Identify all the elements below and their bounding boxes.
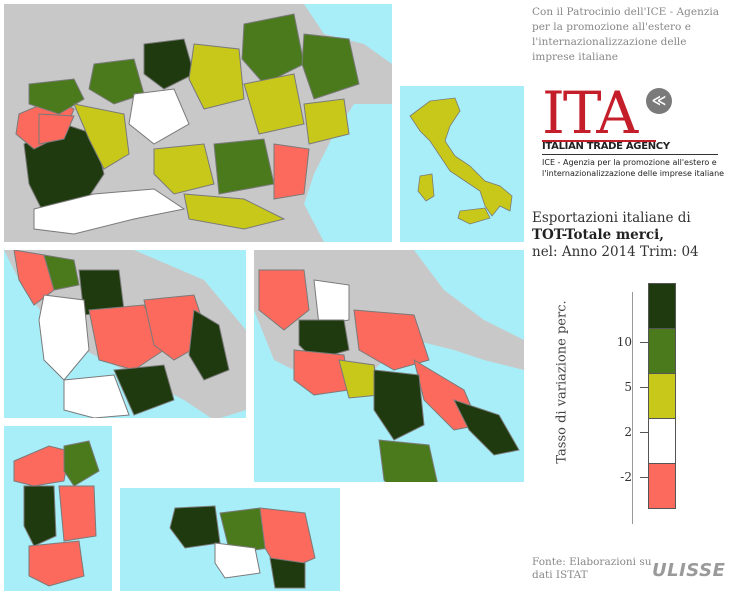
- ita-sub-line-1: ICE - Agenzia per la promozione all'este…: [542, 158, 717, 167]
- map-panel-north: [4, 4, 392, 242]
- region-sardinia-e: [58, 485, 97, 542]
- map-panel-centre: [4, 250, 246, 418]
- map-south: [254, 250, 524, 482]
- region-sicily-sw: [214, 542, 261, 579]
- region-friuli: [301, 33, 360, 100]
- italy-mainland: [409, 97, 513, 217]
- region-sardinia-s: [28, 540, 85, 587]
- map-sicily: [120, 488, 340, 591]
- legend-axis-line: [632, 292, 633, 524]
- credit-text: Con il Patrocinio dell'ICE - Agenzia per…: [532, 6, 719, 63]
- region-piemonte-c: [73, 103, 130, 170]
- title-line-2: TOT-Totale merci,: [532, 227, 664, 243]
- legend-ticks: 10 5 2 -2: [580, 283, 648, 543]
- ita-mark-icon: ≪: [646, 88, 672, 114]
- region-emilia-c: [213, 138, 275, 195]
- legend-tick-mark: [640, 342, 648, 343]
- map-panel-sicily: [120, 488, 340, 591]
- legend-class-3: [648, 419, 676, 464]
- legend-tick-label: 2: [624, 425, 632, 439]
- region-emilia-w: [153, 143, 215, 195]
- region-emilia-s: [183, 193, 286, 230]
- region-calabria-n: [378, 439, 438, 482]
- region-lombardia-n: [143, 38, 195, 90]
- region-sicily-w: [169, 505, 221, 549]
- region-lazio-c: [63, 374, 130, 418]
- legend-tick-label: -2: [620, 470, 632, 484]
- legend-tick-label: 10: [616, 335, 632, 349]
- ita-divider: [542, 154, 718, 155]
- region-basilicata: [373, 369, 425, 441]
- region-aosta: [38, 113, 75, 145]
- legend-axis-label-text: Tasso di variazione perc.: [554, 300, 570, 464]
- map-panel-italy: [400, 86, 524, 242]
- region-sardinia-ne: [63, 440, 100, 487]
- region-lombardia-w: [88, 58, 145, 105]
- region-sicily-se: [269, 557, 306, 589]
- region-lombardia-c: [128, 88, 190, 145]
- region-marche: [188, 309, 230, 381]
- title-line-1: Esportazioni italiane di: [532, 210, 691, 226]
- italy-sicily: [457, 207, 491, 225]
- region-liguria: [33, 188, 186, 235]
- legend-class-4: [648, 464, 676, 509]
- region-sardinia-w: [23, 485, 57, 547]
- region-abruzzo-n: [313, 279, 350, 326]
- map-italy-overview: [400, 86, 524, 242]
- source-text: Fonte: Elaborazioni su dati ISTAT: [532, 556, 652, 581]
- map-title: Esportazioni italiane di TOT-Totale merc…: [532, 210, 736, 261]
- legend-class-2: [648, 374, 676, 419]
- ulisse-logo: ULISSE: [652, 560, 726, 581]
- region-sardinia-n: [13, 445, 70, 487]
- map-north: [4, 4, 392, 242]
- ita-rule: [542, 140, 656, 142]
- region-veneto-c: [243, 73, 305, 135]
- map-centre: [4, 250, 246, 418]
- legend-class-0: [648, 283, 676, 329]
- legend-scale: [648, 283, 676, 509]
- map-panel-south: [254, 250, 524, 482]
- region-lazio-s: [258, 269, 310, 331]
- ita-sub-line-2: l'internazionalizzazione delle imprese i…: [542, 169, 725, 178]
- legend-tick-mark: [640, 432, 648, 433]
- region-puglia-s: [453, 399, 520, 456]
- map-panel-sardinia: [4, 426, 112, 591]
- region-lazio-n: [113, 364, 175, 416]
- region-veneto-n: [241, 13, 305, 85]
- ita-logo-word: ITA: [542, 79, 638, 147]
- legend-tick-mark: [640, 387, 648, 388]
- region-emilia-e: [273, 143, 310, 200]
- map-sardinia: [4, 426, 112, 591]
- legend-class-1: [648, 329, 676, 374]
- region-puglia-n: [353, 309, 430, 371]
- legend-tick-mark: [640, 477, 648, 478]
- ita-trade-label: ITALIAN TRADE AGENCY: [542, 141, 670, 152]
- legend-tick-label: 5: [624, 380, 632, 394]
- region-piemonte-nw: [28, 78, 85, 115]
- ita-logo: ITA ≪ ITALIAN TRADE AGENCY ICE - Agenzia…: [542, 82, 726, 192]
- region-toscana-n: [43, 254, 80, 291]
- italy-sardinia: [417, 173, 435, 202]
- region-toscana-e: [88, 304, 165, 371]
- title-line-3: nel: Anno 2014 Trim: 04: [532, 244, 699, 260]
- region-campania-n: [293, 349, 350, 396]
- region-lombardia-e: [188, 43, 245, 110]
- region-veneto-e: [303, 98, 350, 145]
